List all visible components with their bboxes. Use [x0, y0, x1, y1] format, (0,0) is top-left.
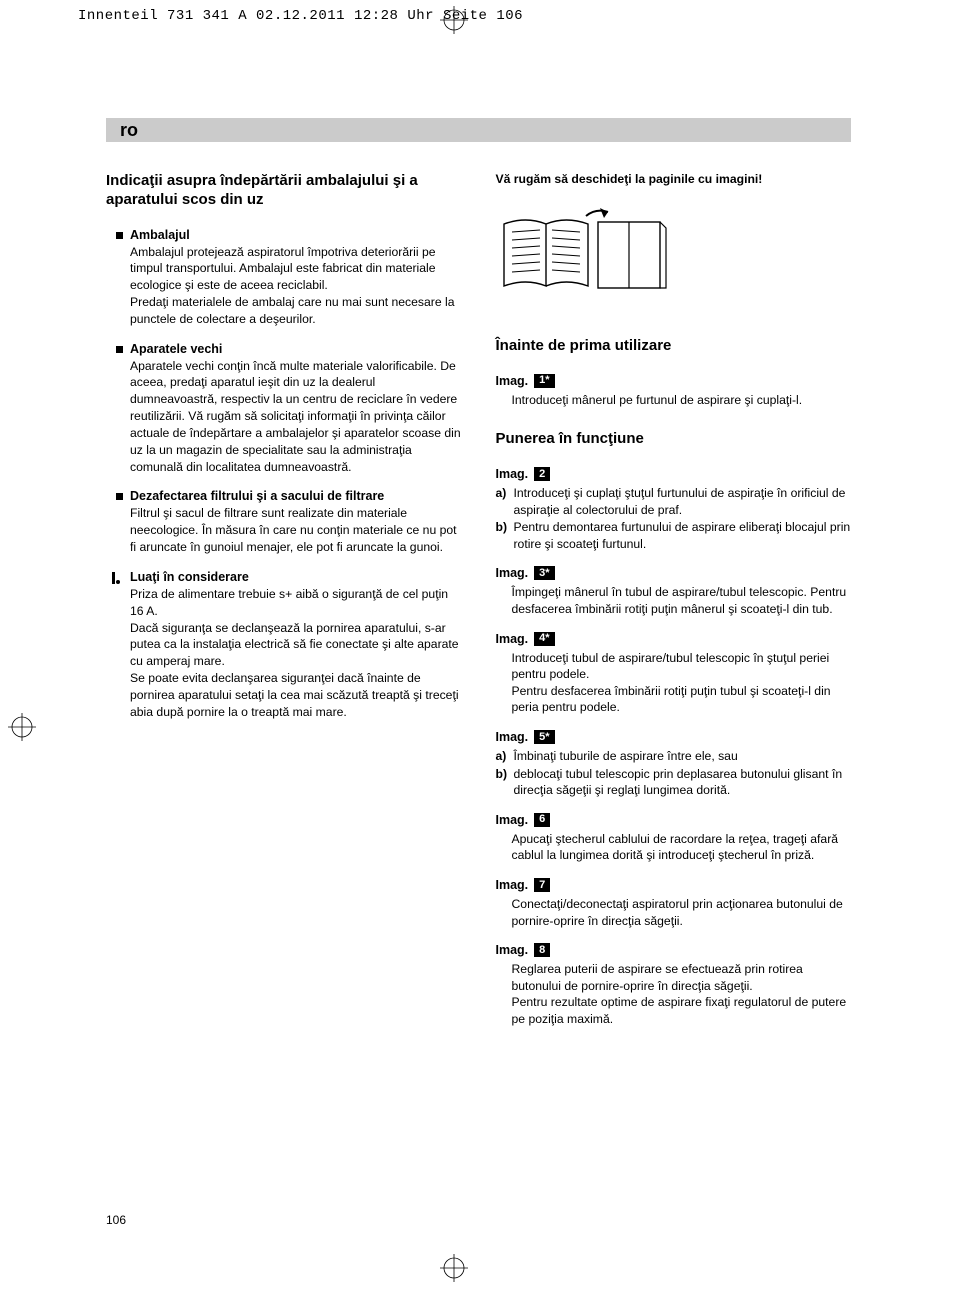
crop-mark-icon — [440, 6, 468, 34]
open-book-icon — [496, 204, 676, 296]
body-text: Priza de alimentare trebuie s+ aibă o si… — [130, 586, 462, 721]
body-text: Filtrul şi sacul de filtrare sunt realiz… — [130, 505, 462, 555]
list-marker: a) — [496, 748, 514, 765]
imag-badge: 3* — [534, 566, 554, 580]
imag-4-row: Imag. 4* — [496, 632, 852, 646]
paragraph: Dacă siguranţa se declanşează la pornire… — [130, 620, 462, 670]
step-text: Introduceţi tubul de aspirare/tubul tele… — [496, 650, 852, 716]
imag-5-row: Imag. 5* — [496, 730, 852, 744]
list-item: b)deblocaţi tubul telescopic prin deplas… — [496, 766, 852, 799]
imag-6-row: Imag. 6 — [496, 813, 852, 827]
paragraph: Filtrul şi sacul de filtrare sunt realiz… — [130, 505, 462, 555]
imag-1-row: Imag. 1* — [496, 374, 852, 388]
bullet-title: Aparatele vechi — [130, 342, 462, 356]
list-marker: a) — [496, 485, 514, 518]
bullet-luati: Luaţi în considerare Priza de alimentare… — [106, 570, 462, 721]
square-bullet-icon — [116, 493, 123, 500]
bullet-title: Luaţi în considerare — [130, 570, 462, 584]
paragraph: Aparatele vechi conţin încă multe materi… — [130, 358, 462, 476]
paragraph: Predaţi materialele de ambalaj care nu m… — [130, 294, 462, 328]
paragraph: Se poate evita declanşarea siguranţei da… — [130, 670, 462, 720]
list-item: a)Introduceţi şi cuplaţi ştuţul furtunul… — [496, 485, 852, 518]
imag-label: Imag. — [496, 878, 529, 892]
step-text: Împingeţi mânerul în tubul de aspirare/t… — [496, 584, 852, 617]
open-pages-instruction: Vă rugăm să deschideţi la paginile cu im… — [496, 172, 852, 186]
bar-icon — [112, 572, 115, 584]
step-text: Apucaţi ştecherul cablului de racordare … — [496, 831, 852, 864]
imag-badge: 7 — [534, 878, 550, 892]
bullet-ambalajul: Ambalajul Ambalajul protejează aspirator… — [106, 228, 462, 328]
imag-badge: 5* — [534, 730, 554, 744]
list-text: Introduceţi şi cuplaţi ştuţul furtunului… — [514, 485, 852, 518]
list-marker: b) — [496, 766, 514, 799]
imag-badge: 8 — [534, 943, 550, 957]
bullet-title: Dezafectarea filtrului şi a sacului de f… — [130, 489, 462, 503]
dot-bullet-icon — [116, 580, 120, 584]
right-column: Vă rugăm să deschideţi la paginile cu im… — [496, 172, 852, 1028]
bullet-dezafectarea: Dezafectarea filtrului şi a sacului de f… — [106, 489, 462, 555]
imag-label: Imag. — [496, 632, 529, 646]
step-text: Introduceţi mânerul pe furtunul de aspir… — [496, 392, 852, 409]
paragraph: Pentru desfacerea îmbinării rotiţi puţin… — [512, 684, 831, 715]
imag-label: Imag. — [496, 566, 529, 580]
imag-label: Imag. — [496, 374, 529, 388]
page-content: Indicaţii asupra îndepărtării ambalajulu… — [106, 172, 851, 1028]
body-text: Ambalajul protejează aspiratorul împotri… — [130, 244, 462, 328]
paragraph: Ambalajul protejează aspiratorul împotri… — [130, 244, 462, 294]
ab-list: a)Îmbinaţi tuburile de aspirare între el… — [496, 748, 852, 799]
square-bullet-icon — [116, 346, 123, 353]
list-item: a)Îmbinaţi tuburile de aspirare între el… — [496, 748, 852, 765]
body-text: Aparatele vechi conţin încă multe materi… — [130, 358, 462, 476]
imag-label: Imag. — [496, 943, 529, 957]
list-marker: b) — [496, 519, 514, 552]
left-column: Indicaţii asupra îndepărtării ambalajulu… — [106, 172, 462, 1028]
imag-label: Imag. — [496, 730, 529, 744]
imag-2-row: Imag. 2 — [496, 467, 852, 481]
bullet-aparatele: Aparatele vechi Aparatele vechi conţin î… — [106, 342, 462, 476]
paragraph: Reglarea puterii de aspirare se efectuea… — [512, 962, 803, 993]
language-code: ro — [120, 120, 138, 141]
ab-list: a)Introduceţi şi cuplaţi ştuţul furtunul… — [496, 485, 852, 552]
crop-mark-icon — [8, 713, 36, 741]
step-text: Conectaţi/deconectaţi aspiratorul prin a… — [496, 896, 852, 929]
list-text: Pentru demontarea furtunului de aspirare… — [514, 519, 852, 552]
list-text: deblocaţi tubul telescopic prin deplasar… — [514, 766, 852, 799]
paragraph: Introduceţi tubul de aspirare/tubul tele… — [512, 651, 830, 682]
left-title: Indicaţii asupra îndepărtării ambalajulu… — [106, 172, 462, 210]
imag-badge: 6 — [534, 813, 550, 827]
paragraph: Pentru rezultate optime de aspirare fixa… — [512, 995, 847, 1026]
imag-label: Imag. — [496, 813, 529, 827]
imag-label: Imag. — [496, 467, 529, 481]
imag-3-row: Imag. 3* — [496, 566, 852, 580]
list-item: b)Pentru demontarea furtunului de aspira… — [496, 519, 852, 552]
paragraph: Priza de alimentare trebuie s+ aibă o si… — [130, 586, 462, 620]
bullet-title: Ambalajul — [130, 228, 462, 242]
imag-7-row: Imag. 7 — [496, 878, 852, 892]
section-before-first-use: Înainte de prima utilizare — [496, 337, 852, 356]
imag-badge: 1* — [534, 374, 554, 388]
square-bullet-icon — [116, 232, 123, 239]
language-bar: ro — [106, 118, 851, 142]
crop-mark-icon — [440, 1254, 468, 1282]
imag-8-row: Imag. 8 — [496, 943, 852, 957]
list-text: Îmbinaţi tuburile de aspirare între ele,… — [514, 748, 852, 765]
page-number: 106 — [106, 1213, 126, 1227]
step-text: Reglarea puterii de aspirare se efectuea… — [496, 961, 852, 1027]
section-punerea: Punerea în funcţiune — [496, 430, 852, 449]
imag-badge: 4* — [534, 632, 554, 646]
imag-badge: 2 — [534, 467, 550, 481]
